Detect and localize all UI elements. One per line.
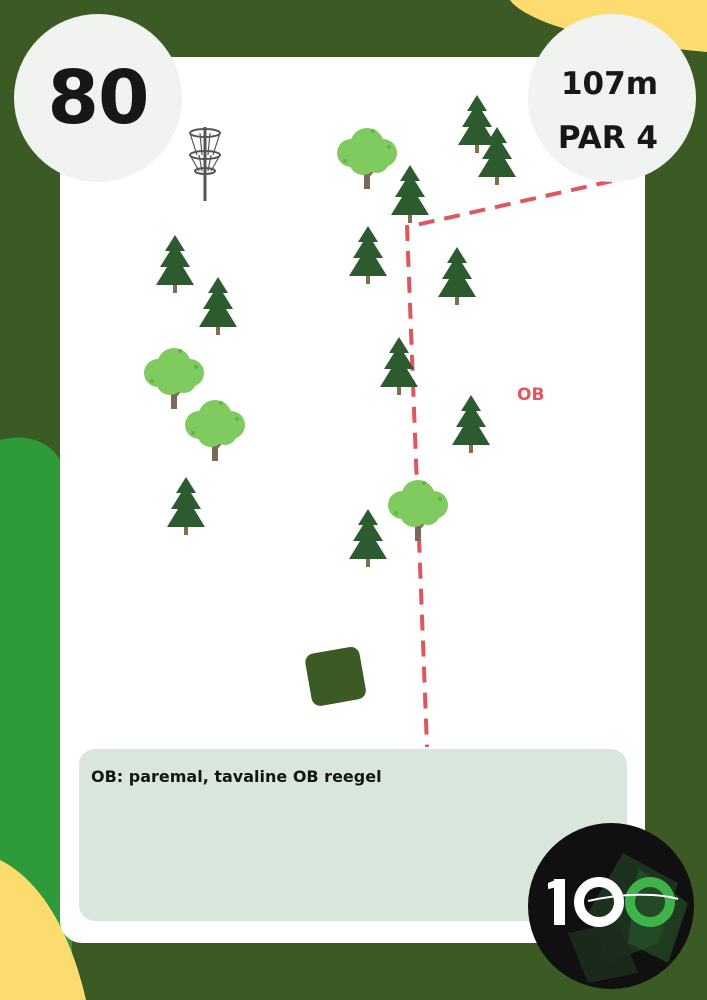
pine-tree-icon xyxy=(156,235,194,293)
ob-line xyxy=(404,179,613,747)
logo-graphic xyxy=(548,853,688,983)
hole-distance: 107m xyxy=(560,66,658,102)
event-logo xyxy=(528,823,694,989)
pine-tree-icon xyxy=(349,509,387,567)
tee-pad-icon xyxy=(305,646,366,706)
deciduous-tree-icon xyxy=(142,346,206,411)
pine-tree-icon xyxy=(391,165,429,223)
deciduous-tree-icon xyxy=(183,398,247,463)
ob-label: OB xyxy=(517,385,545,405)
hole-number: 80 xyxy=(47,55,150,141)
hole-par: PAR 4 xyxy=(557,120,658,156)
pine-tree-icon xyxy=(458,95,496,153)
distance-par-badge: 107m PAR 4 xyxy=(528,14,696,182)
deciduous-tree-icon xyxy=(386,478,450,543)
pine-tree-icon xyxy=(349,226,387,284)
pine-tree-icon xyxy=(452,395,490,453)
notes-box: OB: paremal, tavaline OB reegel xyxy=(79,749,627,921)
pine-tree-icon xyxy=(438,247,476,305)
basket-icon xyxy=(189,127,221,201)
pine-tree-icon xyxy=(167,477,205,535)
hole-number-badge: 80 xyxy=(14,14,182,182)
pine-tree-icon xyxy=(199,277,237,335)
course-map xyxy=(142,95,613,747)
deciduous-tree-icon xyxy=(335,126,399,191)
notes-text: OB: paremal, tavaline OB reegel xyxy=(91,767,382,786)
